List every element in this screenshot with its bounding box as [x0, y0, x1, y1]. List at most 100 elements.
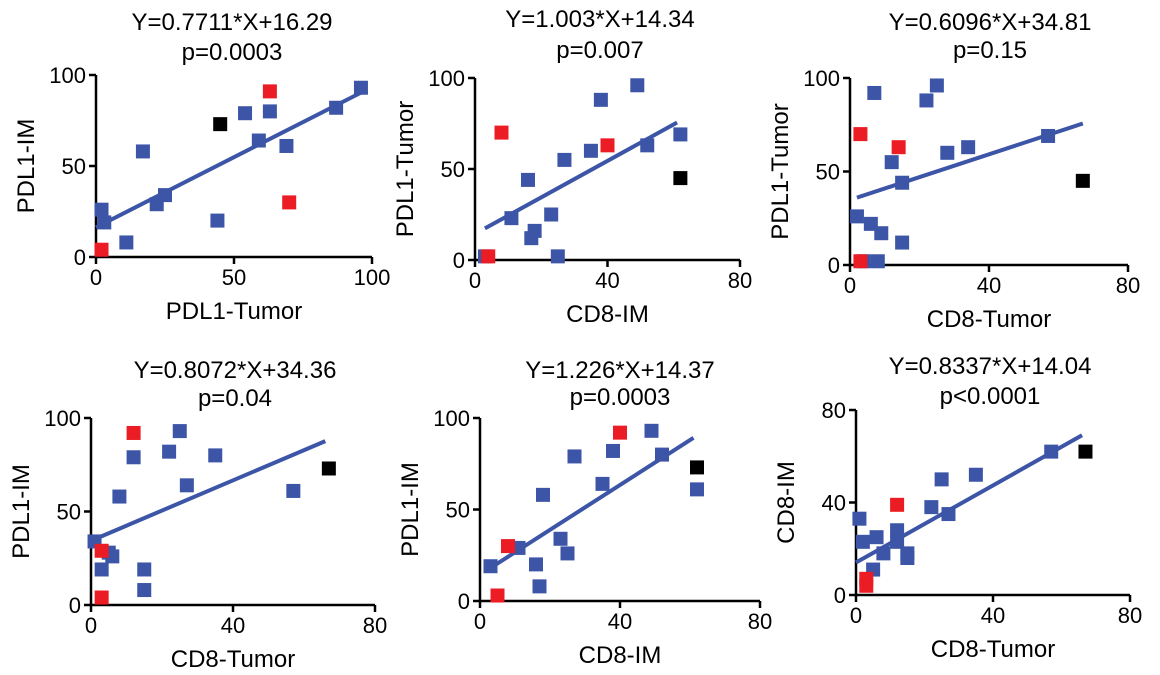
scatter-panel-5: Y=1.226*X+14.37p=0.0003 0 40 80 0 50 100 CD8-IM…	[397, 357, 772, 669]
y-axis-label: PDL1-Tumor	[767, 103, 794, 239]
x-tick-label: 80	[1118, 603, 1142, 628]
panel-p-value: p=0.0003	[570, 384, 671, 411]
data-point-blue	[874, 226, 889, 241]
y-tick-label: 0	[458, 589, 470, 614]
y-tick-label: 50	[62, 154, 86, 179]
y-tick-label: 0	[828, 253, 840, 278]
data-point-red	[490, 588, 505, 603]
y-tick-label: 0	[453, 248, 465, 273]
data-point-blue	[238, 106, 253, 121]
data-point-red	[282, 195, 297, 210]
data-point-blue	[210, 213, 225, 228]
panel-equation: Y=1.226*X+14.37	[525, 357, 715, 384]
data-point-black	[213, 117, 228, 132]
y-tick-label: 100	[428, 66, 465, 91]
x-tick-label: 100	[354, 265, 391, 290]
data-point-blue	[595, 476, 610, 491]
data-point-blue	[869, 530, 884, 545]
data-point-blue	[97, 215, 112, 230]
data-point-red	[494, 125, 509, 140]
x-tick-label: 40	[977, 273, 1001, 298]
x-axis-label: CD8-Tumor	[171, 646, 295, 673]
x-tick-label: 40	[608, 609, 632, 634]
data-point-blue	[137, 562, 152, 577]
x-tick-label: 50	[222, 265, 246, 290]
x-axis-label: CD8-Tumor	[931, 636, 1055, 663]
data-point-blue	[929, 78, 944, 93]
data-point-blue	[158, 188, 172, 203]
data-point-blue	[900, 546, 915, 561]
data-point-blue	[557, 152, 572, 167]
data-point-blue	[876, 546, 891, 561]
data-point-blue	[968, 467, 983, 482]
data-point-blue	[934, 472, 949, 487]
data-point-blue	[606, 443, 620, 458]
data-point-red	[613, 425, 627, 440]
y-axis-label: PDL1-IM	[8, 464, 35, 559]
data-point-blue	[251, 133, 266, 148]
data-point-blue	[890, 523, 905, 538]
data-point-black	[673, 171, 688, 186]
data-point-blue	[353, 80, 368, 95]
panel-equation: Y=1.003*X+14.34	[505, 6, 695, 33]
data-point-red	[94, 590, 109, 605]
data-point-blue	[329, 100, 344, 115]
data-point-blue	[593, 92, 608, 107]
y-axis-label: PDL1-IM	[13, 119, 40, 214]
panel-equation: Y=0.7711*X+16.29	[131, 9, 332, 36]
data-point-blue	[119, 235, 134, 250]
x-tick-label: 80	[1116, 273, 1140, 298]
panel-p-value: p=0.15	[953, 37, 1027, 64]
y-axis-label: CD8-IM	[773, 461, 800, 544]
x-tick-label: 80	[728, 268, 752, 293]
x-tick-label: 0	[469, 268, 481, 293]
data-point-red	[501, 539, 515, 554]
data-point-blue	[126, 450, 141, 465]
data-point-red	[890, 497, 905, 512]
data-point-red	[481, 249, 496, 264]
data-point-blue	[644, 423, 659, 438]
data-point-blue	[279, 138, 294, 153]
data-point-black	[690, 460, 704, 475]
x-axis-label: PDL1-Tumor	[166, 298, 302, 325]
data-point-black	[1075, 173, 1090, 188]
y-tick-label: 0	[834, 583, 846, 608]
data-point-red	[859, 571, 874, 586]
x-tick-label: 40	[981, 603, 1005, 628]
data-point-blue	[550, 249, 565, 264]
data-point-blue	[1044, 444, 1059, 459]
data-point-red	[126, 425, 141, 440]
data-point-black	[321, 461, 336, 476]
y-tick-label: 0	[69, 593, 81, 618]
data-point-blue	[640, 138, 655, 153]
data-point-blue	[504, 211, 519, 226]
y-axis-label: PDL1-IM	[397, 462, 424, 557]
y-tick-label: 100	[803, 66, 840, 91]
data-point-red	[600, 138, 615, 153]
scatter-panel-3: Y=0.6096*X+34.81p=0.15 0 40 80 0 50 100 CD8-Tum…	[767, 9, 1140, 333]
panel-equation: Y=0.8072*X+34.36	[134, 357, 337, 384]
y-tick-label: 50	[816, 160, 840, 185]
data-point-blue	[884, 155, 899, 170]
data-point-blue	[483, 559, 498, 574]
data-point-blue	[262, 104, 277, 119]
data-point-blue	[673, 127, 688, 142]
data-point-blue	[544, 207, 559, 222]
data-point-blue	[895, 235, 910, 250]
data-point-blue	[521, 172, 535, 187]
y-tick-label: 50	[441, 157, 465, 182]
data-point-blue	[172, 424, 187, 439]
y-tick-label: 50	[57, 500, 81, 525]
data-point-red	[94, 242, 109, 257]
data-point-blue	[924, 500, 939, 515]
scatter-panel-2: Y=1.003*X+14.34 p=0.007 0 40 80 0 50 100 CD8-IM P…	[392, 6, 752, 328]
data-point-blue	[560, 546, 575, 561]
data-point-blue	[895, 175, 910, 190]
panel-equation: Y=0.6096*X+34.81	[889, 9, 1092, 36]
panel-p-value: p<0.0001	[940, 383, 1041, 410]
data-point-blue	[941, 507, 956, 522]
x-tick-label: 40	[221, 613, 245, 638]
data-point-blue	[112, 489, 127, 504]
data-point-blue	[630, 78, 645, 93]
